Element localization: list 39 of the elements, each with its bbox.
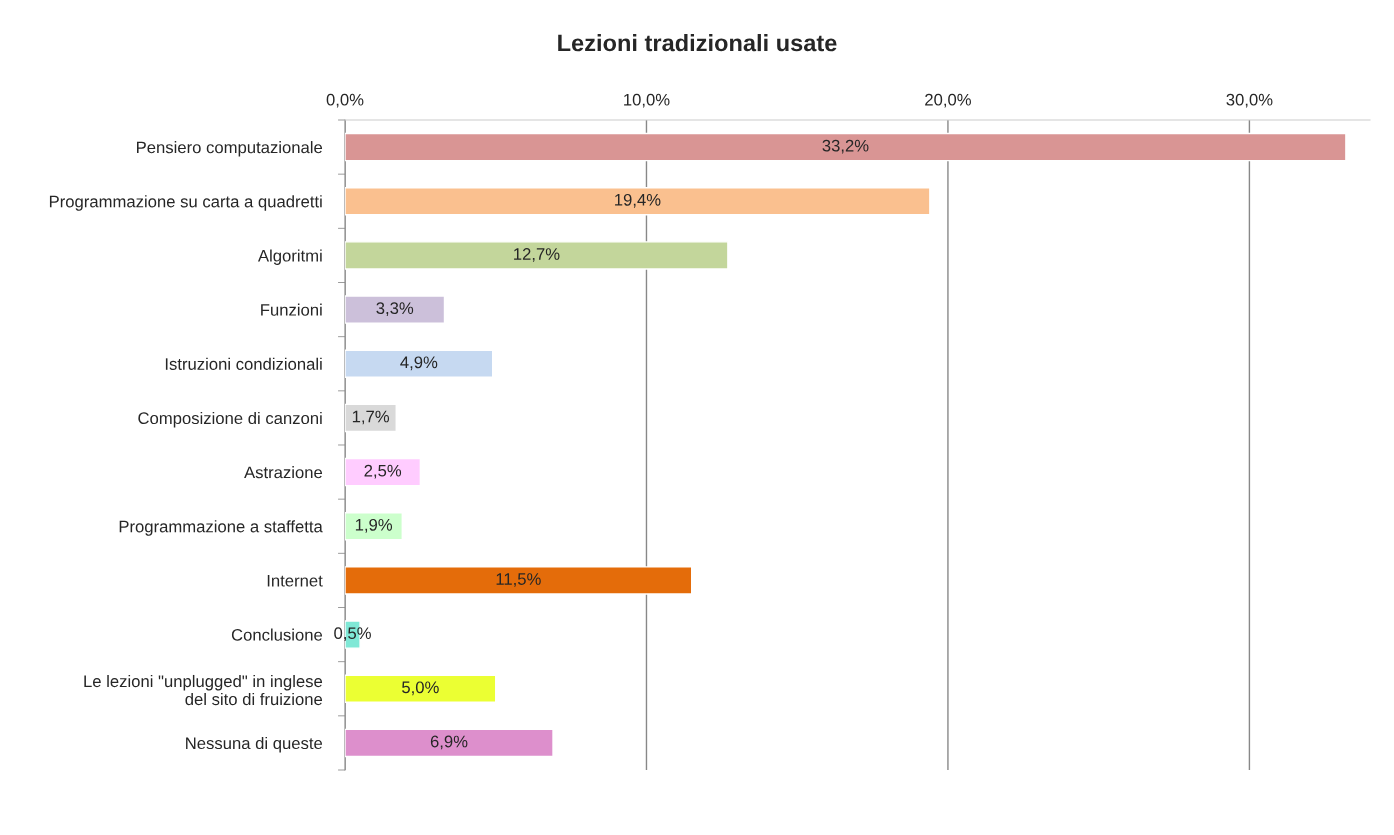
bar	[345, 566, 693, 595]
x-tick-label: 10,0%	[624, 93, 670, 108]
bar	[345, 728, 554, 758]
bar	[345, 457, 422, 487]
data-label: 5,0%	[402, 681, 439, 696]
x-tick-label: 20,0%	[925, 93, 971, 108]
data-label: 1,7%	[352, 410, 390, 425]
y-tick-label: Funzioni	[261, 303, 322, 316]
y-tick-label: Programmazione a staffetta	[119, 520, 323, 536]
x-tick-label: 30,0%	[1226, 93, 1273, 108]
bar	[345, 403, 397, 433]
y-tick-label: Le lezioni "unplugged" in inglese del sito di fruizione	[84, 674, 323, 706]
y-tick-label: Nessuna di queste	[186, 736, 323, 753]
bar	[345, 132, 1347, 162]
x-tick-label: 0,0%	[326, 93, 364, 108]
data-label: 1,9%	[355, 518, 393, 533]
y-tick-label: Conclusione	[231, 628, 323, 641]
data-label: 12,7%	[514, 248, 560, 262]
y-tick-label: Pensiero computazionale	[137, 141, 323, 157]
bar	[345, 674, 497, 703]
bar	[345, 295, 446, 324]
chart-title: Lezioni tradizionali usate	[558, 34, 837, 52]
y-tick-label: Programmazione su carta a quadretti	[49, 195, 322, 211]
y-tick-label: Composizione di canzoni	[138, 411, 322, 428]
data-label: 2,5%	[364, 464, 402, 479]
y-tick-label: Astrazione	[244, 466, 323, 479]
bar	[345, 187, 931, 216]
data-label: 19,4%	[615, 193, 661, 208]
bar	[345, 349, 494, 378]
y-tick-label: Algoritmi	[257, 249, 322, 265]
y-tick-label: Internet	[267, 574, 323, 587]
bar	[345, 512, 403, 541]
data-label: 33,2%	[822, 139, 869, 154]
y-tick-label: Istruzioni condizionali	[165, 357, 322, 370]
data-label: 6,9%	[430, 735, 468, 750]
data-label: 3,3%	[376, 302, 414, 317]
bar	[345, 241, 729, 270]
data-label: 11,5%	[496, 573, 541, 587]
data-label: 4,9%	[400, 356, 438, 371]
